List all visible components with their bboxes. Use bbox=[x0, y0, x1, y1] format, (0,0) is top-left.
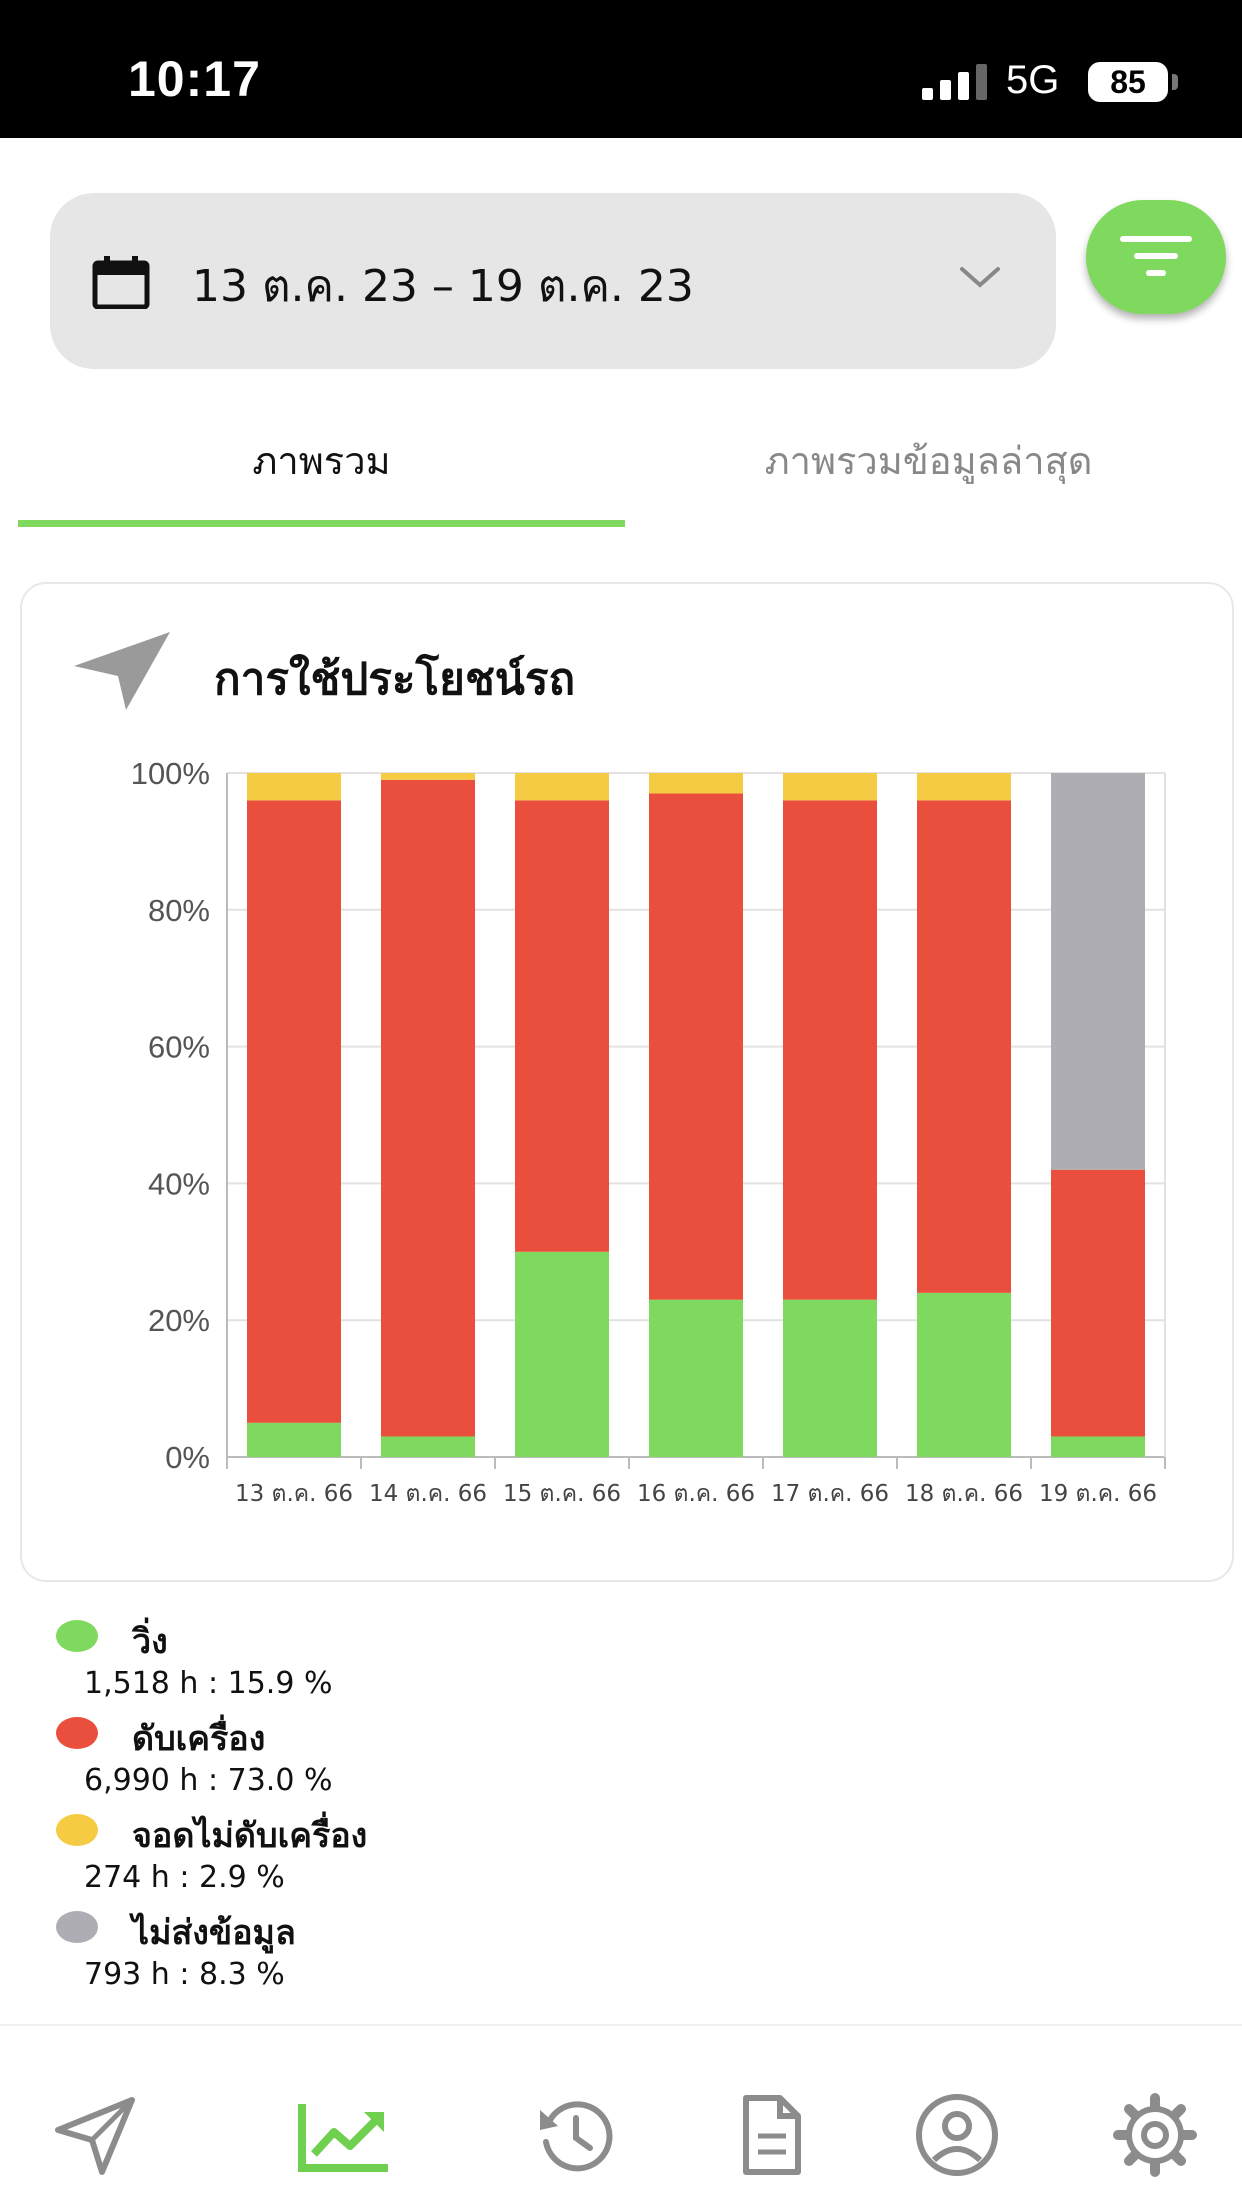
y-tick-label: 40% bbox=[148, 1166, 210, 1201]
nav-item-history[interactable] bbox=[530, 2090, 620, 2180]
x-tick-label: 14 ต.ค. 66 bbox=[369, 1481, 487, 1507]
history-icon bbox=[540, 2101, 613, 2172]
document-icon bbox=[743, 2095, 801, 2175]
signal-icon bbox=[922, 62, 990, 100]
legend-label: ไม่ส่งข้อมูล bbox=[132, 1913, 296, 1953]
filter-icon bbox=[1120, 236, 1192, 276]
legend-label: จอดไม่ดับเครื่อง bbox=[132, 1816, 368, 1856]
network-type: 5G bbox=[1006, 58, 1060, 102]
y-tick-label: 20% bbox=[148, 1303, 210, 1338]
bar-segment bbox=[515, 800, 609, 1252]
x-tick-label: 15 ต.ค. 66 bbox=[503, 1481, 621, 1507]
bar-segment bbox=[649, 793, 743, 1300]
bar-segment bbox=[649, 773, 743, 794]
tab-latest-overview[interactable]: ภาพรวมข้อมูลล่าสุด bbox=[764, 439, 1093, 483]
legend-dot-running bbox=[56, 1620, 98, 1652]
navigation-icon bbox=[55, 2097, 135, 2175]
card-title: การใช้ประโยชน์รถ bbox=[214, 654, 576, 705]
y-tick-label: 80% bbox=[148, 893, 210, 928]
tab-active-indicator bbox=[18, 520, 625, 527]
x-tick-label: 19 ต.ค. 66 bbox=[1039, 1481, 1157, 1507]
bar-segment bbox=[649, 1299, 743, 1457]
x-tick-label: 13 ต.ค. 66 bbox=[235, 1481, 353, 1507]
x-tick-label: 18 ต.ค. 66 bbox=[905, 1481, 1023, 1507]
nav-item-profile[interactable] bbox=[912, 2090, 1002, 2180]
chevron-down-icon bbox=[960, 267, 1000, 288]
status-bar: 10:17 5G 85 bbox=[0, 0, 1242, 138]
vehicle-utilization-card: การใช้ประโยชน์รถ 0% 20% 40% 60% 80% 100% 13 ต.… bbox=[20, 582, 1234, 1582]
nav-item-reports[interactable] bbox=[726, 2090, 816, 2180]
x-tick-label: 16 ต.ค. 66 bbox=[637, 1481, 755, 1507]
y-tick-label: 60% bbox=[148, 1030, 210, 1065]
battery-tip bbox=[1172, 74, 1178, 90]
utilization-chart: 0% 20% 40% 60% 80% 100% 13 ต.ค. 66 14 ต.ค. 66 15… bbox=[131, 756, 1166, 1507]
profile-icon bbox=[916, 2094, 998, 2176]
bar-segment bbox=[515, 773, 609, 801]
bar-segment bbox=[1051, 773, 1145, 1170]
legend-dot-engine-off bbox=[56, 1717, 98, 1749]
bar-segment bbox=[381, 1436, 475, 1457]
x-tick-label: 17 ต.ค. 66 bbox=[771, 1481, 889, 1507]
legend-value: 274 h : 2.9 % bbox=[84, 1860, 285, 1895]
bar-segment bbox=[381, 773, 475, 780]
battery-icon: 85 bbox=[1088, 62, 1168, 102]
y-tick-label: 0% bbox=[165, 1440, 210, 1475]
settings-icon bbox=[1113, 2093, 1197, 2177]
bar-segment bbox=[1051, 1169, 1145, 1437]
legend-value: 6,990 h : 73.0 % bbox=[84, 1763, 333, 1798]
nav-item-settings[interactable] bbox=[1110, 2090, 1200, 2180]
bar-segment bbox=[783, 1299, 877, 1457]
legend-item-running: วิ่ง 1,518 h : 15.9 % bbox=[56, 1610, 856, 1707]
bottom-nav bbox=[0, 2024, 1242, 2210]
legend-label: ดับเครื่อง bbox=[132, 1719, 266, 1759]
bar-segment bbox=[917, 1292, 1011, 1457]
filter-button[interactable] bbox=[1086, 200, 1226, 314]
status-time: 10:17 bbox=[128, 51, 261, 107]
legend-value: 1,518 h : 15.9 % bbox=[84, 1666, 333, 1701]
legend-dot-idling bbox=[56, 1814, 98, 1846]
nav-item-tracking[interactable] bbox=[50, 2090, 140, 2180]
bar-segment bbox=[917, 800, 1011, 1293]
bar-segment bbox=[1051, 1436, 1145, 1457]
bar-segment bbox=[247, 800, 341, 1423]
legend-dot-no-data bbox=[56, 1911, 98, 1943]
date-range-picker[interactable]: 13 ต.ค. 23 – 19 ต.ค. 23 bbox=[50, 193, 1056, 369]
tab-overview[interactable]: ภาพรวม bbox=[252, 439, 391, 483]
bar-segment bbox=[783, 800, 877, 1300]
bar-segment bbox=[381, 779, 475, 1437]
bar-segment bbox=[247, 773, 341, 801]
legend-item-engine-off: ดับเครื่อง 6,990 h : 73.0 % bbox=[56, 1707, 856, 1804]
bar-segment bbox=[247, 1422, 341, 1457]
legend-item-idling: จอดไม่ดับเครื่อง 274 h : 2.9 % bbox=[56, 1804, 856, 1901]
navigation-arrow-icon bbox=[74, 632, 170, 710]
legend-item-no-data: ไม่ส่งข้อมูล 793 h : 8.3 % bbox=[56, 1901, 856, 1998]
legend-value: 793 h : 8.3 % bbox=[84, 1957, 285, 1992]
bar-segment bbox=[783, 773, 877, 801]
bar-segment bbox=[917, 773, 1011, 801]
y-tick-label: 100% bbox=[131, 756, 210, 791]
chart-legend: วิ่ง 1,518 h : 15.9 % ดับเครื่อง 6,990 h… bbox=[56, 1610, 856, 1998]
calendar-icon bbox=[92, 256, 150, 309]
date-range-text: 13 ต.ค. 23 – 19 ต.ค. 23 bbox=[192, 261, 694, 312]
nav-item-dashboard[interactable] bbox=[298, 2090, 388, 2180]
bar-segment bbox=[515, 1251, 609, 1457]
chart-line-icon bbox=[298, 2104, 388, 2172]
legend-label: วิ่ง bbox=[132, 1622, 168, 1662]
